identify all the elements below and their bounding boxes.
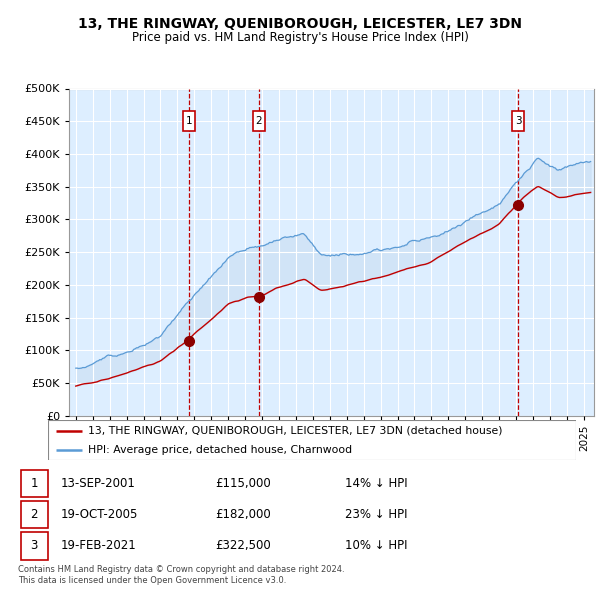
- Text: Price paid vs. HM Land Registry's House Price Index (HPI): Price paid vs. HM Land Registry's House …: [131, 31, 469, 44]
- Text: 14% ↓ HPI: 14% ↓ HPI: [345, 477, 408, 490]
- Text: 3: 3: [515, 116, 521, 126]
- Text: 13-SEP-2001: 13-SEP-2001: [60, 477, 135, 490]
- Text: 2: 2: [31, 508, 38, 522]
- Text: 19-FEB-2021: 19-FEB-2021: [60, 539, 136, 552]
- Text: 1: 1: [186, 116, 193, 126]
- Text: Contains HM Land Registry data © Crown copyright and database right 2024.
This d: Contains HM Land Registry data © Crown c…: [18, 565, 344, 585]
- Bar: [253, 112, 265, 131]
- Text: 13, THE RINGWAY, QUENIBOROUGH, LEICESTER, LE7 3DN: 13, THE RINGWAY, QUENIBOROUGH, LEICESTER…: [78, 17, 522, 31]
- Text: 2: 2: [256, 116, 262, 126]
- Text: HPI: Average price, detached house, Charnwood: HPI: Average price, detached house, Char…: [88, 445, 352, 455]
- Bar: [184, 112, 196, 131]
- Text: 19-OCT-2005: 19-OCT-2005: [60, 508, 137, 522]
- Text: £322,500: £322,500: [215, 539, 271, 552]
- Bar: [21, 532, 48, 559]
- Bar: [512, 112, 524, 131]
- Text: 3: 3: [31, 539, 38, 552]
- Bar: [21, 470, 48, 497]
- Text: 13, THE RINGWAY, QUENIBOROUGH, LEICESTER, LE7 3DN (detached house): 13, THE RINGWAY, QUENIBOROUGH, LEICESTER…: [88, 426, 502, 436]
- Text: £182,000: £182,000: [215, 508, 271, 522]
- Text: 23% ↓ HPI: 23% ↓ HPI: [345, 508, 407, 522]
- Text: 1: 1: [31, 477, 38, 490]
- Text: £115,000: £115,000: [215, 477, 271, 490]
- Bar: [21, 501, 48, 529]
- Text: 10% ↓ HPI: 10% ↓ HPI: [345, 539, 407, 552]
- FancyBboxPatch shape: [48, 420, 576, 460]
